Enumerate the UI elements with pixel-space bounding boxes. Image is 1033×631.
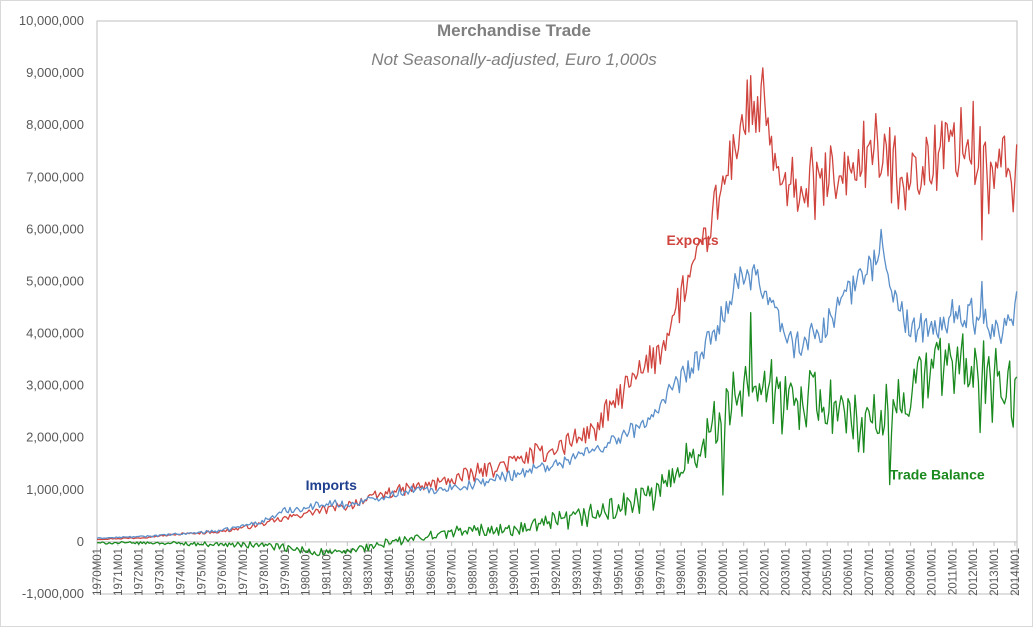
series-label-exports: Exports — [667, 232, 719, 248]
series-labels: Exports Imports Trade Balance — [306, 232, 985, 493]
x-tick-label: 2011M01 — [947, 548, 959, 595]
x-tick-label: 1999M01 — [697, 548, 709, 596]
x-tick-label: 1974M01 — [175, 548, 187, 596]
y-tick-label: 2,000,000 — [26, 430, 84, 445]
x-tick-label: 1976M01 — [217, 548, 229, 596]
x-tick-label: 1989M01 — [488, 548, 500, 596]
y-tick-label: 3,000,000 — [26, 378, 84, 393]
x-tick-label: 1973M01 — [155, 548, 167, 596]
y-tick-label: 4,000,000 — [26, 326, 84, 341]
x-tick-label: 1977M01 — [238, 548, 250, 596]
series-group — [96, 67, 1018, 557]
x-tick-label: 2005M01 — [822, 548, 834, 596]
x-tick-label: 1987M01 — [447, 548, 459, 596]
x-tick-label: 1994M01 — [593, 548, 605, 596]
x-tick-label: 1988M01 — [468, 548, 480, 596]
y-tick-label: 5,000,000 — [26, 273, 84, 288]
x-tick-label: 2007M01 — [864, 548, 876, 596]
x-tick-label: 2013M01 — [989, 548, 1001, 596]
x-tick-label: 1978M01 — [259, 548, 271, 596]
x-tick-label: 1980M01 — [301, 548, 313, 596]
x-tick-label: 1975M01 — [196, 548, 208, 596]
x-tick-label: 2001M01 — [739, 548, 751, 596]
x-tick-label: 2002M01 — [760, 548, 772, 596]
x-tick-label: 1970M01 — [92, 548, 104, 596]
chart-subtitle: Not Seasonally-adjusted, Euro 1,000s — [371, 50, 657, 69]
x-tick-label: 2014M01 — [1010, 548, 1022, 596]
y-tick-label: 10,000,000 — [19, 13, 84, 28]
x-tick-label: 1997M01 — [655, 548, 667, 596]
x-tick-label: 1985M01 — [405, 548, 417, 596]
x-tick-label: 1982M01 — [342, 548, 354, 596]
x-tick-label: 2006M01 — [843, 548, 855, 596]
x-tick-label: 1971M01 — [113, 548, 125, 596]
series-label-imports: Imports — [306, 477, 358, 493]
x-tick-label: 1998M01 — [676, 548, 688, 596]
x-tick-label: 1981M01 — [321, 548, 333, 596]
x-tick-label: 1996M01 — [634, 548, 646, 596]
x-tick-label: 1972M01 — [134, 548, 146, 596]
y-tick-label: 1,000,000 — [26, 482, 84, 497]
y-tick-label: 7,000,000 — [26, 169, 84, 184]
x-tick-label: 1983M01 — [363, 548, 375, 596]
series-label-trade-balance: Trade Balance — [890, 466, 985, 482]
y-axis: -1,000,000 0 1,000,000 2,000,000 3,000,000 4,… — [19, 13, 1017, 601]
y-tick-label: -1,000,000 — [22, 586, 84, 601]
y-tick-label: 0 — [77, 534, 84, 549]
x-tick-label: 1991M01 — [530, 548, 542, 596]
x-tick-label: 1979M01 — [280, 548, 292, 596]
x-tick-label: 1992M01 — [551, 548, 563, 596]
x-tick-label: 2008M01 — [885, 548, 897, 596]
x-axis: 1970M01 1971M01 1972M01 1973M01 1974M01 1975M… — [92, 541, 1022, 596]
x-tick-label: 1993M01 — [572, 548, 584, 596]
plot-area — [96, 20, 1018, 595]
x-tick-label: 2004M01 — [801, 548, 813, 596]
series-line-imports — [96, 228, 1018, 540]
x-tick-label: 2012M01 — [968, 548, 980, 596]
y-tick-label: 9,000,000 — [26, 65, 84, 80]
y-tick-label: 6,000,000 — [26, 221, 84, 236]
x-tick-label: 1995M01 — [614, 548, 626, 596]
series-line-trade-balance — [96, 312, 1018, 557]
x-tick-label: 1990M01 — [509, 548, 521, 596]
x-tick-label: 2009M01 — [906, 548, 918, 596]
x-tick-label: 1984M01 — [384, 548, 396, 596]
chart-title: Merchandise Trade — [437, 21, 591, 40]
x-tick-label: 2003M01 — [780, 548, 792, 596]
y-tick-label: 8,000,000 — [26, 117, 84, 132]
x-tick-label: 2010M01 — [926, 548, 938, 596]
x-tick-label: 1986M01 — [426, 548, 438, 596]
x-tick-label: 2000M01 — [718, 548, 730, 596]
series-line-exports — [97, 67, 1018, 541]
